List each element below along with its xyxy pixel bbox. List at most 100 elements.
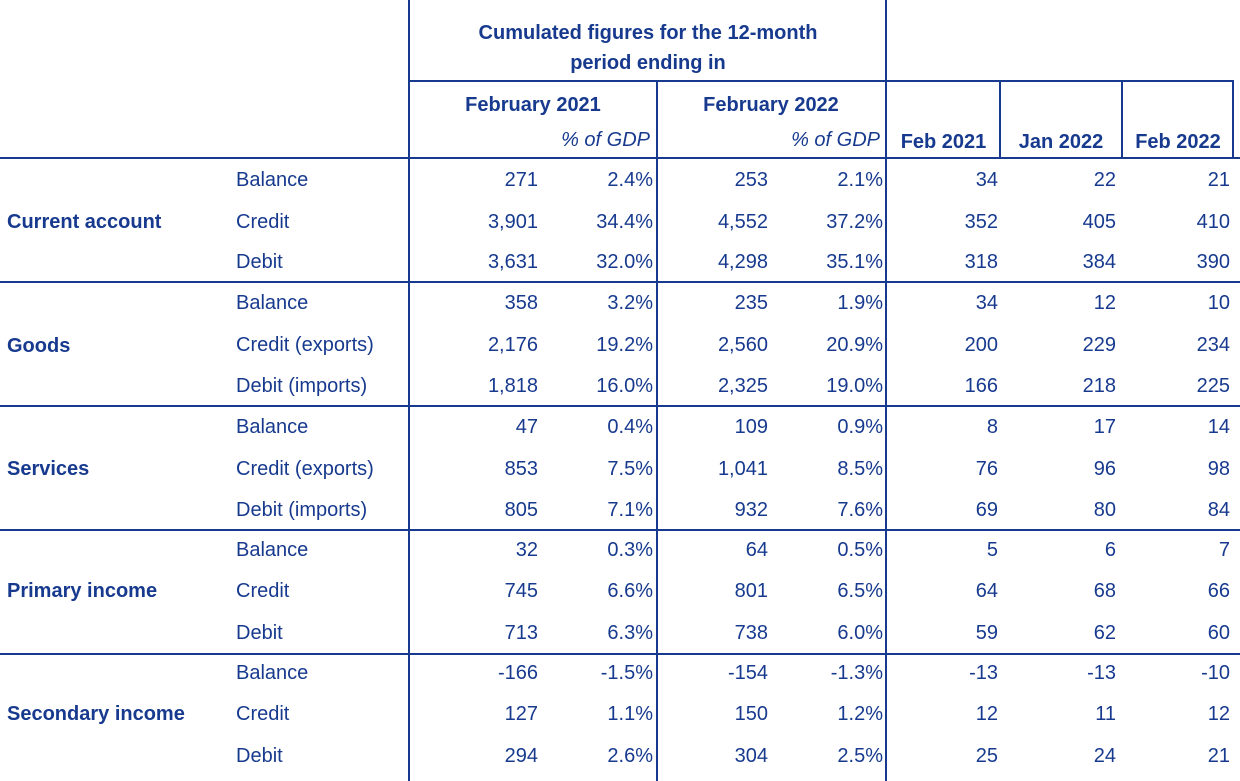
cell-month-3: 66: [1207, 580, 1230, 602]
row-label: Credit: [236, 211, 290, 233]
cell-month-3: 12: [1207, 703, 1230, 725]
cell-month-1: 64: [975, 580, 998, 602]
cell-value-period-2: 2,560: [717, 334, 768, 356]
cell-month-1: 200: [964, 334, 998, 356]
cell-month-2: 229: [1082, 334, 1116, 356]
row-label: Balance: [236, 539, 309, 561]
cell-pct-gdp-period-1: 0.3%: [607, 539, 653, 561]
cell-pct-gdp-period-2: 35.1%: [826, 251, 883, 273]
cell-month-2: 24: [1093, 745, 1116, 767]
row-label: Debit: [236, 745, 283, 767]
cell-pct-gdp-period-1: 6.3%: [607, 622, 653, 644]
header-period-1: February 2021: [465, 94, 601, 116]
row-label: Credit (exports): [236, 458, 374, 480]
cell-value-period-1: 805: [504, 499, 538, 521]
cell-value-period-1: 294: [504, 745, 538, 767]
row-label: Credit: [236, 580, 290, 602]
cell-pct-gdp-period-1: 32.0%: [596, 251, 653, 273]
cell-value-period-1: 3,901: [487, 211, 538, 233]
cell-month-1: 318: [964, 251, 998, 273]
group-name: Services: [7, 458, 90, 480]
header-vrule-month-3: [1232, 81, 1234, 158]
cell-value-period-2: 4,552: [717, 211, 768, 233]
row-label: Balance: [236, 416, 309, 438]
row-label: Debit (imports): [236, 375, 368, 397]
cell-value-period-1: 853: [504, 458, 538, 480]
cell-value-period-1: 713: [504, 622, 538, 644]
cell-month-3: 410: [1196, 211, 1230, 233]
cell-month-3: 84: [1207, 499, 1230, 521]
cell-month-3: 21: [1207, 169, 1230, 191]
group-name: Goods: [7, 335, 71, 357]
cell-pct-gdp-period-1: 7.1%: [607, 499, 653, 521]
cell-month-2: 218: [1082, 375, 1116, 397]
header-cumulated-line1: Cumulated figures for the 12-month: [478, 22, 818, 44]
group-name: Primary income: [7, 580, 158, 602]
cell-month-3: -10: [1201, 662, 1230, 684]
header-month-2: Jan 2022: [1018, 131, 1104, 153]
cell-value-period-1: 745: [504, 580, 538, 602]
cell-month-3: 14: [1207, 416, 1230, 438]
row-label: Debit: [236, 251, 283, 273]
row-label: Balance: [236, 292, 309, 314]
cell-month-3: 60: [1207, 622, 1230, 644]
header-vrule-month-2: [1121, 81, 1123, 158]
cell-pct-gdp-period-1: 2.4%: [607, 169, 653, 191]
cell-value-period-2: 738: [734, 622, 768, 644]
row-label: Debit (imports): [236, 499, 368, 521]
cell-month-3: 7: [1218, 539, 1230, 561]
group-rule-4: [0, 653, 1240, 655]
cell-pct-gdp-period-1: 0.4%: [607, 416, 653, 438]
cell-pct-gdp-period-2: 0.9%: [837, 416, 883, 438]
cell-month-1: 352: [964, 211, 998, 233]
cell-pct-gdp-period-2: 20.9%: [826, 334, 883, 356]
cell-value-period-1: 3,631: [487, 251, 538, 273]
cell-pct-gdp-period-1: 19.2%: [596, 334, 653, 356]
cell-pct-gdp-period-2: 7.6%: [837, 499, 883, 521]
cell-value-period-1: 2,176: [487, 334, 538, 356]
cell-value-period-2: 253: [734, 169, 768, 191]
header-vrule-period: [656, 81, 658, 158]
cell-value-period-2: 1,041: [717, 458, 768, 480]
cell-pct-gdp-period-2: 8.5%: [837, 458, 883, 480]
header-pct-gdp-1: % of GDP: [561, 129, 650, 151]
cell-value-period-1: 358: [504, 292, 538, 314]
cell-month-2: 80: [1093, 499, 1116, 521]
cell-pct-gdp-period-1: 3.2%: [607, 292, 653, 314]
row-label: Balance: [236, 169, 309, 191]
body-vrule-right: [885, 158, 887, 781]
header-vrule-month-1: [999, 81, 1001, 158]
cell-pct-gdp-period-2: -1.3%: [830, 662, 883, 684]
cell-pct-gdp-period-1: -1.5%: [600, 662, 653, 684]
cell-month-1: 5: [986, 539, 998, 561]
cell-pct-gdp-period-1: 1.1%: [607, 703, 653, 725]
body-vrule-period: [656, 158, 658, 781]
header-month-1: Feb 2021: [900, 131, 987, 153]
cell-month-1: -13: [969, 662, 998, 684]
cell-value-period-2: 150: [734, 703, 768, 725]
group-rule-1: [0, 281, 1240, 283]
cell-value-period-2: 64: [745, 539, 768, 561]
cell-value-period-2: 2,325: [717, 375, 768, 397]
cell-pct-gdp-period-1: 2.6%: [607, 745, 653, 767]
cell-value-period-1: 127: [504, 703, 538, 725]
cell-month-3: 234: [1196, 334, 1230, 356]
cell-value-period-2: 235: [734, 292, 768, 314]
cell-value-period-1: 47: [515, 416, 538, 438]
header-cumulated-line2: period ending in: [570, 52, 726, 74]
cell-pct-gdp-period-2: 2.1%: [837, 169, 883, 191]
cell-pct-gdp-period-2: 1.2%: [837, 703, 883, 725]
group-rule-3: [0, 529, 1240, 531]
cell-month-2: 384: [1082, 251, 1116, 273]
cell-month-3: 21: [1207, 745, 1230, 767]
cell-month-3: 225: [1196, 375, 1230, 397]
cell-month-1: 59: [975, 622, 998, 644]
cell-month-1: 34: [975, 292, 998, 314]
cell-month-3: 98: [1207, 458, 1230, 480]
cell-value-period-2: 932: [734, 499, 768, 521]
cell-month-2: 68: [1093, 580, 1116, 602]
row-label: Credit: [236, 703, 290, 725]
cell-month-1: 69: [975, 499, 998, 521]
cell-value-period-1: 271: [504, 169, 538, 191]
